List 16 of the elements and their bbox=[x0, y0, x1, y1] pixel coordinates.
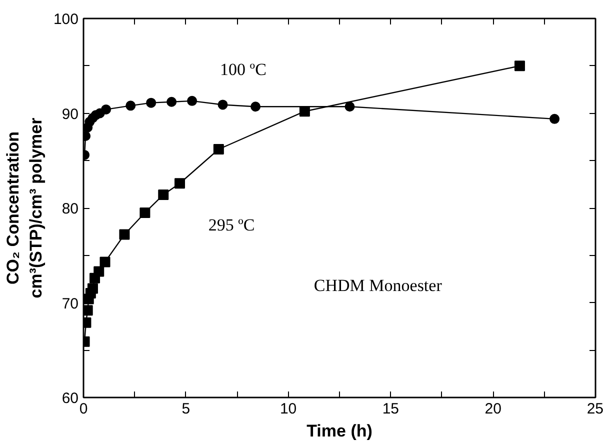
y-axis-title: CO₂ Concentration cm³(STP)/cm³ polymer bbox=[4, 117, 46, 298]
annotation: CHDM Monoester bbox=[314, 276, 442, 296]
x-tick-label: 0 bbox=[79, 400, 88, 418]
x-tick-label: 5 bbox=[182, 400, 190, 418]
y-tick-label: 90 bbox=[62, 106, 79, 123]
text: 295 ºC bbox=[208, 216, 255, 235]
x-tick-label: 15 bbox=[382, 400, 400, 418]
y-tick-label: 100 bbox=[53, 11, 79, 28]
y-tick-label: 80 bbox=[62, 200, 79, 218]
x-axis-title: Time (h) bbox=[306, 422, 372, 440]
x-tick-label: 20 bbox=[484, 400, 502, 418]
y-tick-label: 60 bbox=[62, 390, 79, 407]
y-tick-label: 70 bbox=[62, 295, 79, 312]
series-label: 100 ºC bbox=[220, 60, 266, 79]
x-tick-label: 10 bbox=[280, 400, 297, 418]
x-tick-label: 25 bbox=[586, 400, 603, 418]
